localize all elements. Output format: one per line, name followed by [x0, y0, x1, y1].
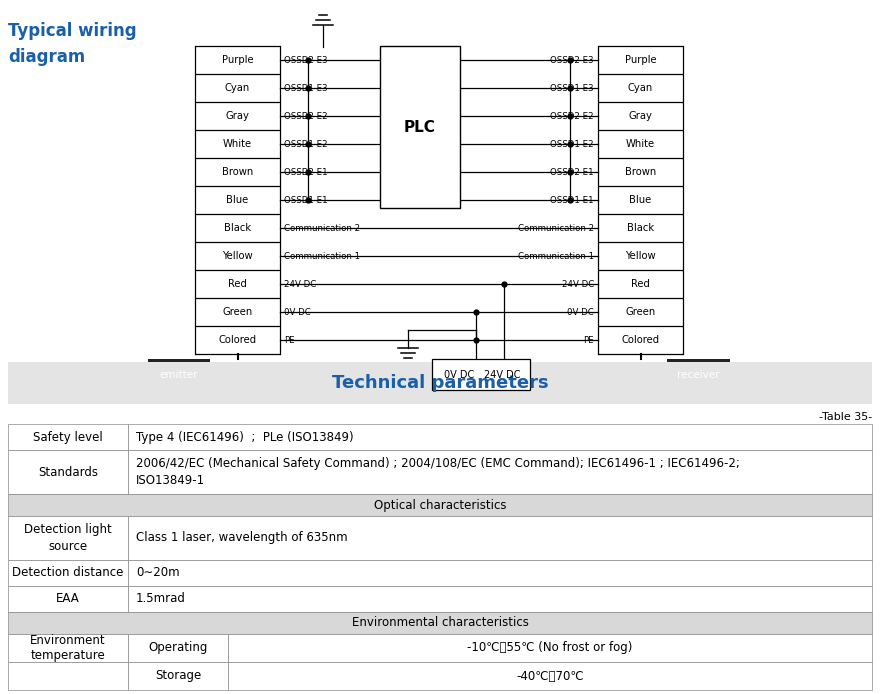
Bar	[8, 494, 872, 516]
Text: White: White	[626, 139, 655, 149]
Text: Communication 2: Communication 2	[517, 223, 594, 232]
Text: Brown: Brown	[222, 167, 253, 177]
Text: EAA: EAA	[56, 593, 80, 605]
Text: 0V DC: 0V DC	[444, 369, 474, 380]
Text: 1.5mrad: 1.5mrad	[136, 593, 186, 605]
Text: OSSD2 E2: OSSD2 E2	[550, 112, 594, 121]
Text: Gray: Gray	[628, 111, 652, 121]
Text: OSSD1 E1: OSSD1 E1	[284, 196, 327, 205]
Text: Colored: Colored	[621, 335, 660, 345]
Text: Environment
temperature: Environment temperature	[30, 634, 106, 662]
Text: Communication 1: Communication 1	[284, 251, 360, 260]
Text: Colored: Colored	[218, 335, 257, 345]
Bar	[432, 359, 530, 390]
Bar	[8, 586, 128, 612]
Text: OSSD2 E1: OSSD2 E1	[284, 167, 327, 176]
Bar	[228, 634, 872, 662]
Text: Gray: Gray	[225, 111, 249, 121]
Text: receiver: receiver	[678, 369, 720, 380]
Text: Green: Green	[626, 307, 656, 317]
Bar	[128, 450, 872, 494]
Text: Class 1 laser, wavelength of 635nm: Class 1 laser, wavelength of 635nm	[136, 532, 348, 545]
Text: OSSD2 E1: OSSD2 E1	[550, 167, 594, 176]
Bar	[128, 516, 872, 560]
Text: Green: Green	[223, 307, 253, 317]
Bar	[148, 359, 210, 390]
Text: -Table 35-: -Table 35-	[818, 412, 872, 422]
Text: White: White	[223, 139, 252, 149]
Text: OSSD2 E3: OSSD2 E3	[550, 56, 594, 65]
Text: 24V DC: 24V DC	[284, 280, 316, 289]
Text: PE: PE	[284, 335, 295, 344]
Text: Safety level: Safety level	[33, 430, 103, 443]
Text: Typical wiring
diagram: Typical wiring diagram	[8, 22, 136, 67]
Text: 0V DC: 0V DC	[568, 307, 594, 316]
Text: Purple: Purple	[625, 55, 656, 65]
Text: Standards: Standards	[38, 466, 98, 478]
Text: Red: Red	[228, 279, 247, 289]
Text: Cyan: Cyan	[627, 83, 653, 93]
Text: Detection light
source: Detection light source	[24, 523, 112, 553]
Text: 0∼20m: 0∼20m	[136, 566, 180, 579]
Text: OSSD1 E3: OSSD1 E3	[284, 83, 327, 92]
Text: -40℃～70℃: -40℃～70℃	[517, 670, 583, 682]
Text: 24V DC: 24V DC	[484, 369, 521, 380]
Bar	[8, 424, 128, 450]
Text: emitter: emitter	[160, 369, 198, 380]
Text: Yellow: Yellow	[222, 251, 253, 261]
Text: 24V DC: 24V DC	[561, 280, 594, 289]
Text: Blue: Blue	[226, 195, 249, 205]
Bar	[128, 586, 872, 612]
Bar	[128, 560, 872, 586]
Text: Black: Black	[224, 223, 251, 233]
Text: Storage: Storage	[155, 670, 202, 682]
Text: OSSD1 E2: OSSD1 E2	[284, 139, 327, 149]
Bar	[8, 516, 128, 560]
Text: Detection distance: Detection distance	[12, 566, 124, 579]
Text: -10℃～55℃ (No frost or fog): -10℃～55℃ (No frost or fog)	[467, 641, 633, 654]
Bar	[8, 450, 128, 494]
Bar	[128, 634, 228, 662]
Text: Purple: Purple	[222, 55, 253, 65]
Text: Environmental characteristics: Environmental characteristics	[352, 616, 528, 629]
Text: Cyan: Cyan	[225, 83, 250, 93]
Text: Yellow: Yellow	[625, 251, 656, 261]
Text: Communication 1: Communication 1	[517, 251, 594, 260]
Text: Communication 2: Communication 2	[284, 223, 360, 232]
Text: Brown: Brown	[625, 167, 656, 177]
Bar	[667, 359, 730, 390]
Bar	[8, 362, 872, 404]
Bar	[128, 424, 872, 450]
Bar	[8, 634, 128, 662]
Text: Optical characteristics: Optical characteristics	[374, 498, 506, 511]
Text: OSSD2 E3: OSSD2 E3	[284, 56, 327, 65]
Text: PE: PE	[583, 335, 594, 344]
Text: Blue: Blue	[629, 195, 651, 205]
Text: Operating: Operating	[149, 641, 208, 654]
Text: 2006/42/EC (Mechanical Safety Command) ; 2004/108/EC (EMC Command); IEC61496-1 ;: 2006/42/EC (Mechanical Safety Command) ;…	[136, 457, 740, 487]
Text: OSSD1 E2: OSSD1 E2	[550, 139, 594, 149]
Text: PLC: PLC	[404, 119, 436, 135]
Bar	[8, 612, 872, 634]
Bar	[8, 560, 128, 586]
Text: OSSD1 E3: OSSD1 E3	[550, 83, 594, 92]
Bar	[228, 662, 872, 690]
Bar	[8, 662, 128, 690]
Bar	[128, 662, 228, 690]
Text: Red: Red	[631, 279, 650, 289]
Text: OSSD1 E1: OSSD1 E1	[550, 196, 594, 205]
Text: Black: Black	[627, 223, 654, 233]
Text: 0V DC: 0V DC	[284, 307, 311, 316]
Text: Type 4 (IEC61496)  ;  PLe (ISO13849): Type 4 (IEC61496) ; PLe (ISO13849)	[136, 430, 354, 443]
Text: OSSD2 E2: OSSD2 E2	[284, 112, 327, 121]
Bar	[380, 46, 460, 208]
Text: Technical parameters: Technical parameters	[332, 374, 548, 392]
